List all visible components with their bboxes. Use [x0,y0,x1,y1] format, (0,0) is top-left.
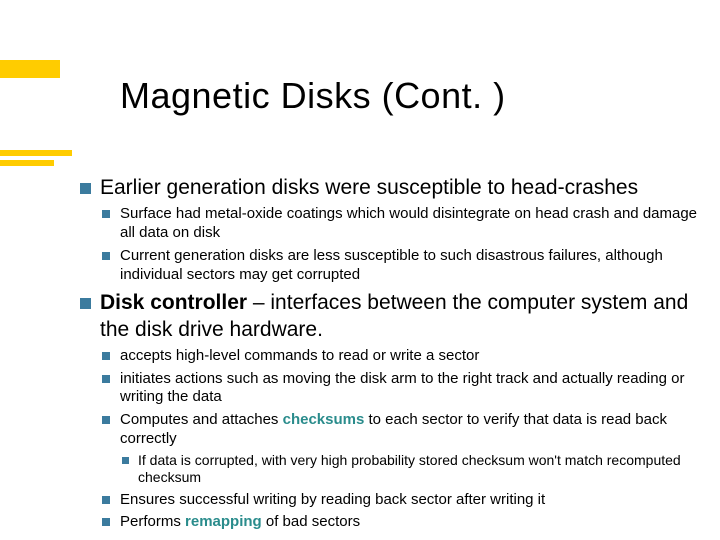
bullet-icon [102,496,110,504]
item-text: Earlier generation disks were susceptibl… [100,176,638,199]
item-text: initiates actions such as moving the dis… [120,370,684,406]
accent-bar-top [0,60,60,78]
slide: Magnetic Disks (Cont. ) Earlier generati… [0,0,720,540]
list-item: Disk controller – interfaces between the… [78,290,712,532]
item-text-pre: Computes and attaches [120,411,283,428]
teal-highlight: checksums [283,411,365,428]
bullet-icon [80,298,91,309]
list-item: Current generation disks are less suscep… [100,247,712,285]
bullet-icon [102,375,110,383]
item-text: Surface had metal-oxide coatings which w… [120,205,697,241]
bullet-list-lvl2: Surface had metal-oxide coatings which w… [100,205,712,284]
list-item: Surface had metal-oxide coatings which w… [100,205,712,243]
bullet-icon [80,183,91,194]
list-item: Computes and attaches checksums to each … [100,411,712,487]
list-item: initiates actions such as moving the dis… [100,370,712,408]
bullet-icon [102,518,110,526]
bullet-icon [102,252,110,260]
item-text: Current generation disks are less suscep… [120,247,663,283]
list-item: accepts high-level commands to read or w… [100,347,712,366]
slide-body: Earlier generation disks were susceptibl… [78,175,712,538]
bullet-list-lvl1: Earlier generation disks were susceptibl… [78,175,712,532]
list-item: If data is corrupted, with very high pro… [120,452,712,487]
list-item: Earlier generation disks were susceptibl… [78,175,712,284]
bullet-icon [102,210,110,218]
accent-bar-line-2 [0,160,54,166]
bullet-icon [102,352,110,360]
item-text: If data is corrupted, with very high pro… [138,452,681,486]
item-text-pre: Performs [120,513,185,530]
item-text-post: of bad sectors [262,513,360,530]
bullet-list-lvl2: accepts high-level commands to read or w… [100,347,712,532]
slide-title: Magnetic Disks (Cont. ) [120,75,506,117]
item-text: Ensures successful writing by reading ba… [120,491,545,508]
bullet-list-lvl3: If data is corrupted, with very high pro… [120,452,712,487]
bullet-icon [102,416,110,424]
item-text: accepts high-level commands to read or w… [120,347,479,364]
list-item: Performs remapping of bad sectors [100,513,712,532]
teal-highlight: remapping [185,513,262,530]
bullet-icon [122,457,129,464]
accent-bar-line-1 [0,150,72,156]
list-item: Ensures successful writing by reading ba… [100,491,712,510]
bold-lead: Disk controller [100,291,247,314]
